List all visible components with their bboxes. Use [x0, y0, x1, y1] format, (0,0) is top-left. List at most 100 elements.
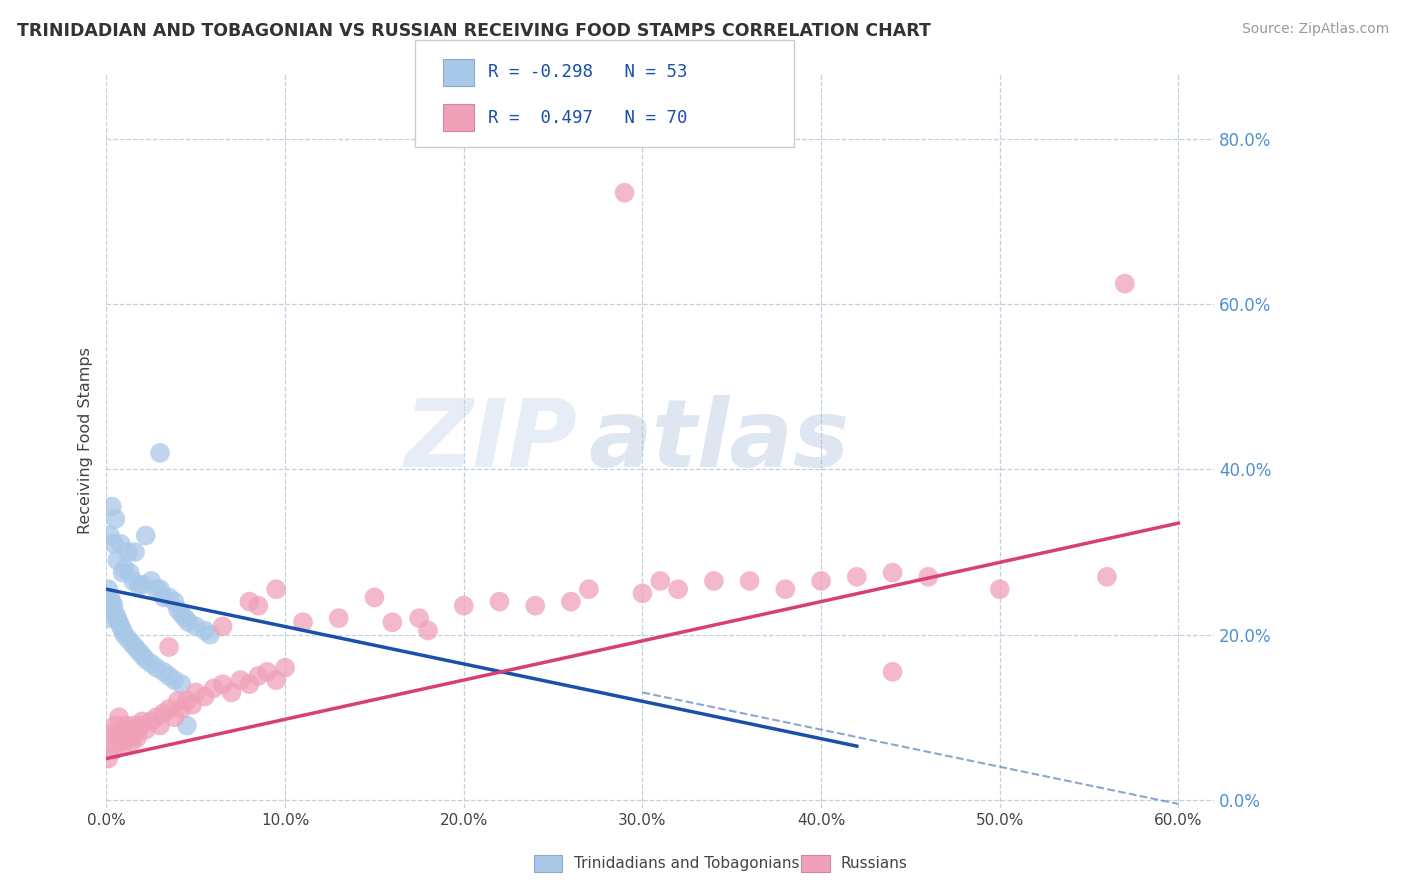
Point [103, 599, 125, 613]
Point [291, 615, 314, 630]
Point [157, 702, 180, 716]
Point [170, 607, 193, 621]
Point [101, 500, 124, 514]
Point [157, 591, 180, 605]
Point [97, 611, 120, 625]
Point [124, 727, 146, 741]
Point [738, 574, 761, 588]
Point [128, 723, 150, 737]
Point [139, 574, 162, 588]
Point [264, 673, 287, 687]
Point [121, 735, 143, 749]
Point [163, 710, 186, 724]
Point [247, 599, 270, 613]
Point [274, 661, 297, 675]
Point [167, 694, 190, 708]
Point [122, 574, 145, 588]
Point [125, 731, 148, 745]
Point [238, 677, 260, 691]
Text: Trinidadians and Tobagonians: Trinidadians and Tobagonians [574, 856, 799, 871]
Point [453, 599, 475, 613]
Point [152, 706, 174, 720]
Point [177, 615, 200, 630]
Point [131, 578, 153, 592]
Point [229, 673, 252, 687]
Point [117, 545, 139, 559]
Point [416, 624, 439, 638]
Point [152, 665, 174, 679]
Point [238, 594, 260, 608]
Point [170, 677, 193, 691]
Point [112, 561, 135, 575]
Point [184, 619, 207, 633]
Point [128, 578, 150, 592]
Point [650, 574, 672, 588]
Point [111, 566, 134, 580]
Point [110, 537, 132, 551]
Point [631, 586, 654, 600]
Point [124, 640, 146, 654]
Point [103, 743, 125, 757]
Point [174, 611, 197, 625]
Point [117, 632, 139, 646]
Point [157, 640, 180, 654]
Point [108, 710, 131, 724]
Point [98, 735, 121, 749]
Point [882, 665, 904, 679]
Point [882, 566, 904, 580]
Point [98, 591, 121, 605]
Point [560, 594, 582, 608]
Text: R = -0.298   N = 53: R = -0.298 N = 53 [488, 63, 688, 81]
Point [129, 718, 152, 732]
Y-axis label: Receiving Food Stamps: Receiving Food Stamps [79, 347, 93, 534]
Point [104, 512, 127, 526]
Point [988, 582, 1011, 597]
Text: TRINIDADIAN AND TOBAGONIAN VS RUSSIAN RECEIVING FOOD STAMPS CORRELATION CHART: TRINIDADIAN AND TOBAGONIAN VS RUSSIAN RE… [17, 22, 931, 40]
Point [110, 735, 132, 749]
Point [202, 681, 225, 696]
Text: Source: ZipAtlas.com: Source: ZipAtlas.com [1241, 22, 1389, 37]
Point [97, 751, 120, 765]
Point [256, 665, 278, 679]
Point [118, 723, 141, 737]
Point [163, 594, 186, 608]
Point [181, 698, 204, 712]
Point [198, 627, 221, 641]
Point [845, 570, 868, 584]
Point [149, 582, 172, 597]
Point [145, 661, 167, 675]
Point [194, 624, 217, 638]
Point [170, 702, 193, 716]
Point [917, 570, 939, 584]
Point [810, 574, 832, 588]
Point [264, 582, 287, 597]
Point [1095, 570, 1118, 584]
Point [184, 685, 207, 699]
Point [122, 718, 145, 732]
Point [524, 599, 547, 613]
Text: R =  0.497   N = 70: R = 0.497 N = 70 [488, 109, 688, 127]
Point [149, 718, 172, 732]
Point [211, 619, 233, 633]
Point [98, 528, 121, 542]
Point [103, 537, 125, 551]
Point [124, 545, 146, 559]
Point [97, 582, 120, 597]
Point [105, 611, 128, 625]
Point [666, 582, 689, 597]
Point [247, 669, 270, 683]
Point [115, 718, 138, 732]
Point [176, 694, 198, 708]
Point [152, 591, 174, 605]
Text: Russians: Russians [841, 856, 908, 871]
Point [211, 677, 233, 691]
Point [135, 723, 157, 737]
Point [139, 714, 162, 729]
Point [363, 591, 385, 605]
Point [105, 727, 128, 741]
Point [110, 619, 132, 633]
Point [118, 566, 141, 580]
Point [145, 710, 167, 724]
Text: atlas: atlas [588, 394, 849, 486]
Point [108, 615, 131, 630]
